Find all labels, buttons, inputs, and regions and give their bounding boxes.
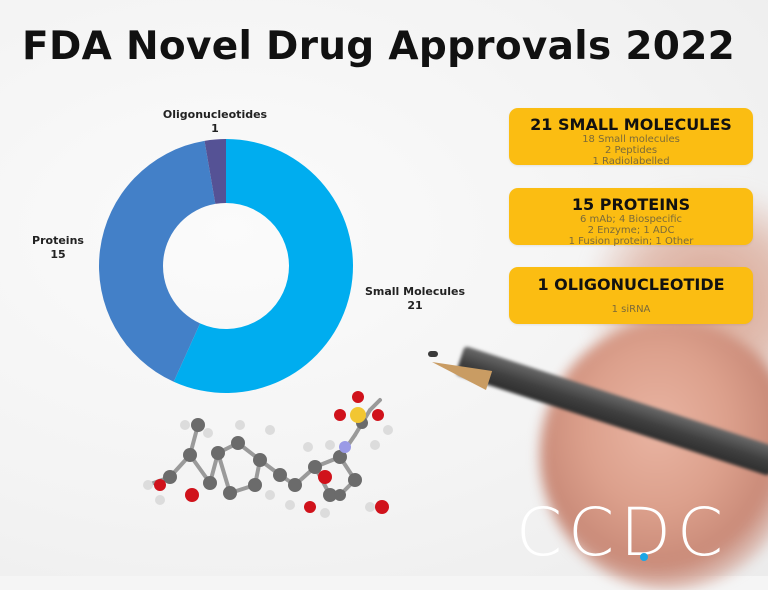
card-line: 18 Small molecules xyxy=(582,134,680,145)
donut-chart-svg xyxy=(99,139,353,393)
label-small-molecules: Small Molecules 21 xyxy=(360,285,470,313)
donut-chart: Oligonucleotides 1 Proteins 15 Small Mol… xyxy=(0,0,500,420)
card-heading: 15 PROTEINS xyxy=(571,195,691,214)
label-name: Oligonucleotides xyxy=(162,108,268,121)
card-line: 2 Peptides xyxy=(604,145,658,156)
label-value: 21 xyxy=(407,299,423,312)
card-line: 1 siRNA xyxy=(611,304,651,315)
label-proteins: Proteins 15 xyxy=(18,234,98,262)
card-line: 1 Fusion protein; 1 Other xyxy=(568,236,694,247)
slice-oligonucleotides xyxy=(204,139,226,204)
label-oligonucleotides: Oligonucleotides 1 xyxy=(150,108,280,136)
card-oligonucleotide: 1 OLIGONUCLEOTIDE 1 siRNA xyxy=(509,267,753,324)
card-heading: 21 SMALL MOLECULES xyxy=(530,115,732,134)
pencil-lead xyxy=(428,351,438,357)
card-line: 1 Radiolabelled xyxy=(592,156,670,167)
card-proteins: 15 PROTEINS 6 mAb; 4 Biospecific 2 Enzym… xyxy=(509,188,753,247)
card-line: 2 Enzyme; 1 ADC xyxy=(587,225,675,236)
card-heading: 1 OLIGONUCLEOTIDE xyxy=(537,275,725,294)
page-title: FDA Novel Drug Approvals 2022 xyxy=(22,24,736,69)
slice-small-molecules xyxy=(173,139,353,393)
label-name: Proteins xyxy=(32,234,84,247)
label-value: 1 xyxy=(211,122,219,135)
ccdc-logo: CCDC xyxy=(516,494,730,571)
label-value: 15 xyxy=(50,248,66,261)
ccdc-logo-dot xyxy=(640,553,648,561)
card-small-molecules: 21 SMALL MOLECULES 18 Small molecules 2 … xyxy=(509,108,753,167)
card-line: 6 mAb; 4 Biospecific xyxy=(579,214,683,225)
slice-proteins xyxy=(99,140,216,382)
molecule-ball-and-stick-image xyxy=(143,391,393,518)
label-name: Small Molecules xyxy=(364,285,466,298)
